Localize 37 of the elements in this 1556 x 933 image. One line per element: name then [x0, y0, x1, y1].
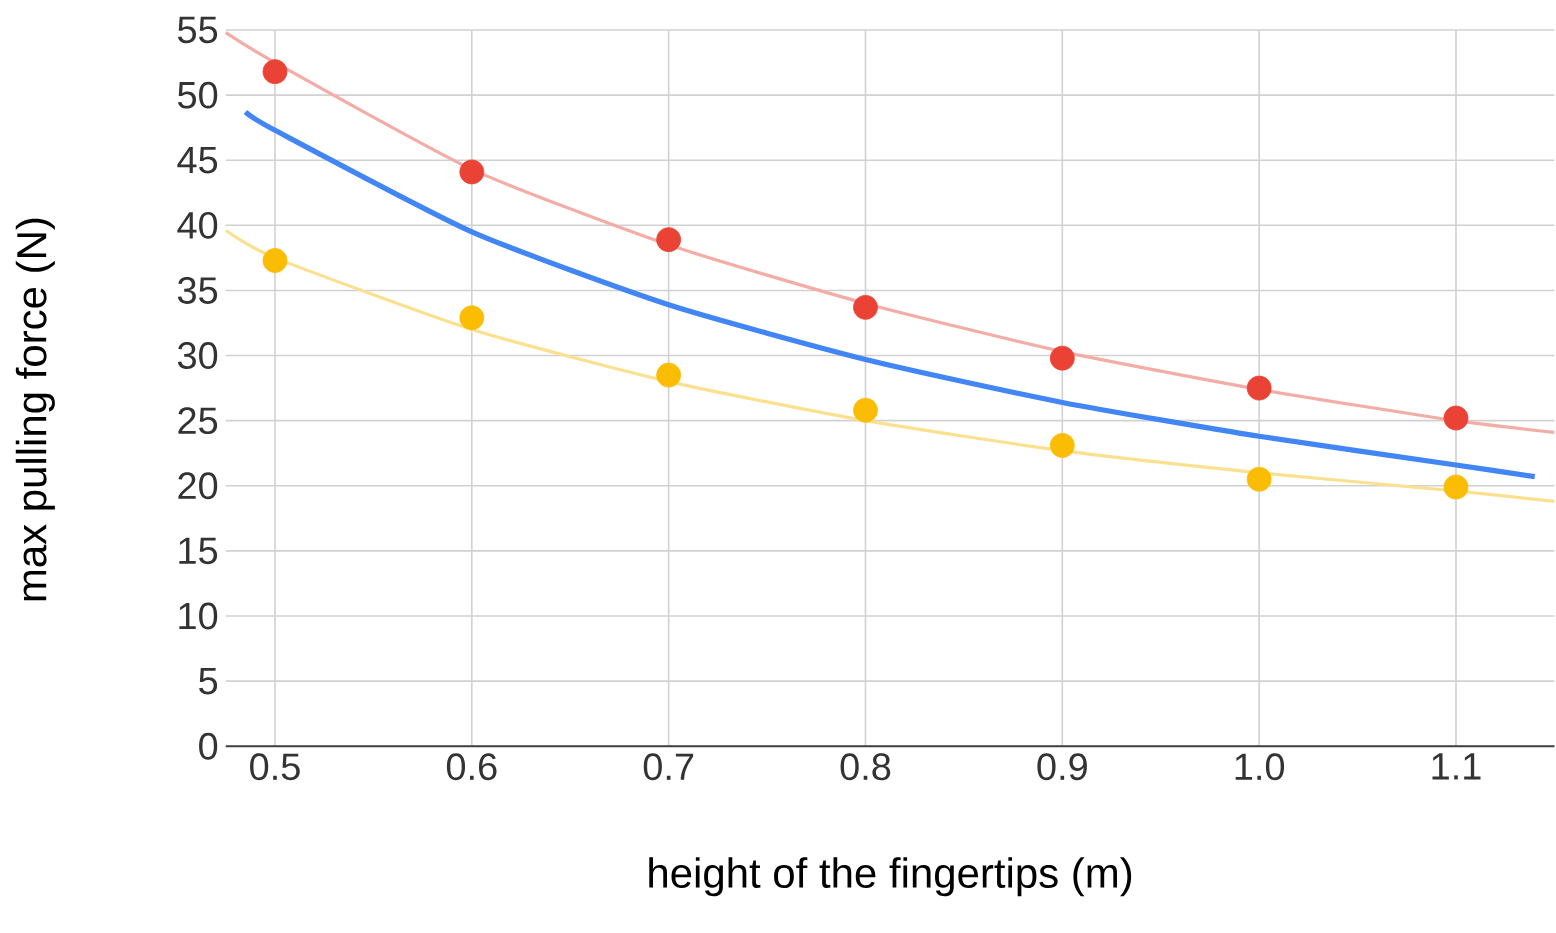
- y-tick-label: 10: [179, 602, 218, 630]
- y-tick-label: 45: [177, 146, 218, 174]
- y-tick-label: 50: [177, 81, 218, 109]
- point: [1049, 345, 1075, 371]
- x-tick-label: 0.9: [1037, 753, 1087, 781]
- x-tick-label: 0.7: [643, 753, 694, 781]
- point: [262, 59, 288, 85]
- x-axis-title: height of the fingertips (m): [649, 857, 1132, 897]
- x-tick-label: 1.1: [1432, 753, 1481, 780]
- point: [262, 248, 288, 273]
- point: [656, 227, 682, 253]
- y-tick-label: 5: [199, 667, 218, 695]
- point: [1246, 466, 1272, 492]
- point: [1049, 433, 1075, 458]
- point: [459, 159, 485, 185]
- x-tick-label: 0.5: [250, 753, 300, 781]
- y-axis-title: max pulling force (N): [15, 218, 55, 601]
- y-tick-label: 20: [178, 472, 218, 500]
- x-tick-label: 1.0: [1235, 753, 1285, 781]
- point: [853, 294, 878, 320]
- y-tick-label: 55: [177, 16, 218, 44]
- point: [853, 397, 878, 423]
- line-series: [224, 30, 1556, 434]
- y-tick-label: 35: [177, 276, 218, 304]
- y-tick-label: 30: [177, 342, 218, 369]
- point: [1246, 375, 1272, 401]
- x-tick-label: 0.6: [446, 753, 497, 781]
- point: [1443, 474, 1469, 500]
- point: [656, 362, 682, 388]
- x-tick-label: 0.8: [840, 753, 891, 781]
- y-tick-label: 40: [177, 211, 218, 239]
- line-series: [224, 228, 1556, 503]
- y-tick-label: 25: [178, 407, 218, 435]
- point: [459, 305, 485, 331]
- y-tick-label: 15: [179, 537, 218, 565]
- point: [1443, 405, 1469, 431]
- y-tick-label: 0: [199, 732, 218, 760]
